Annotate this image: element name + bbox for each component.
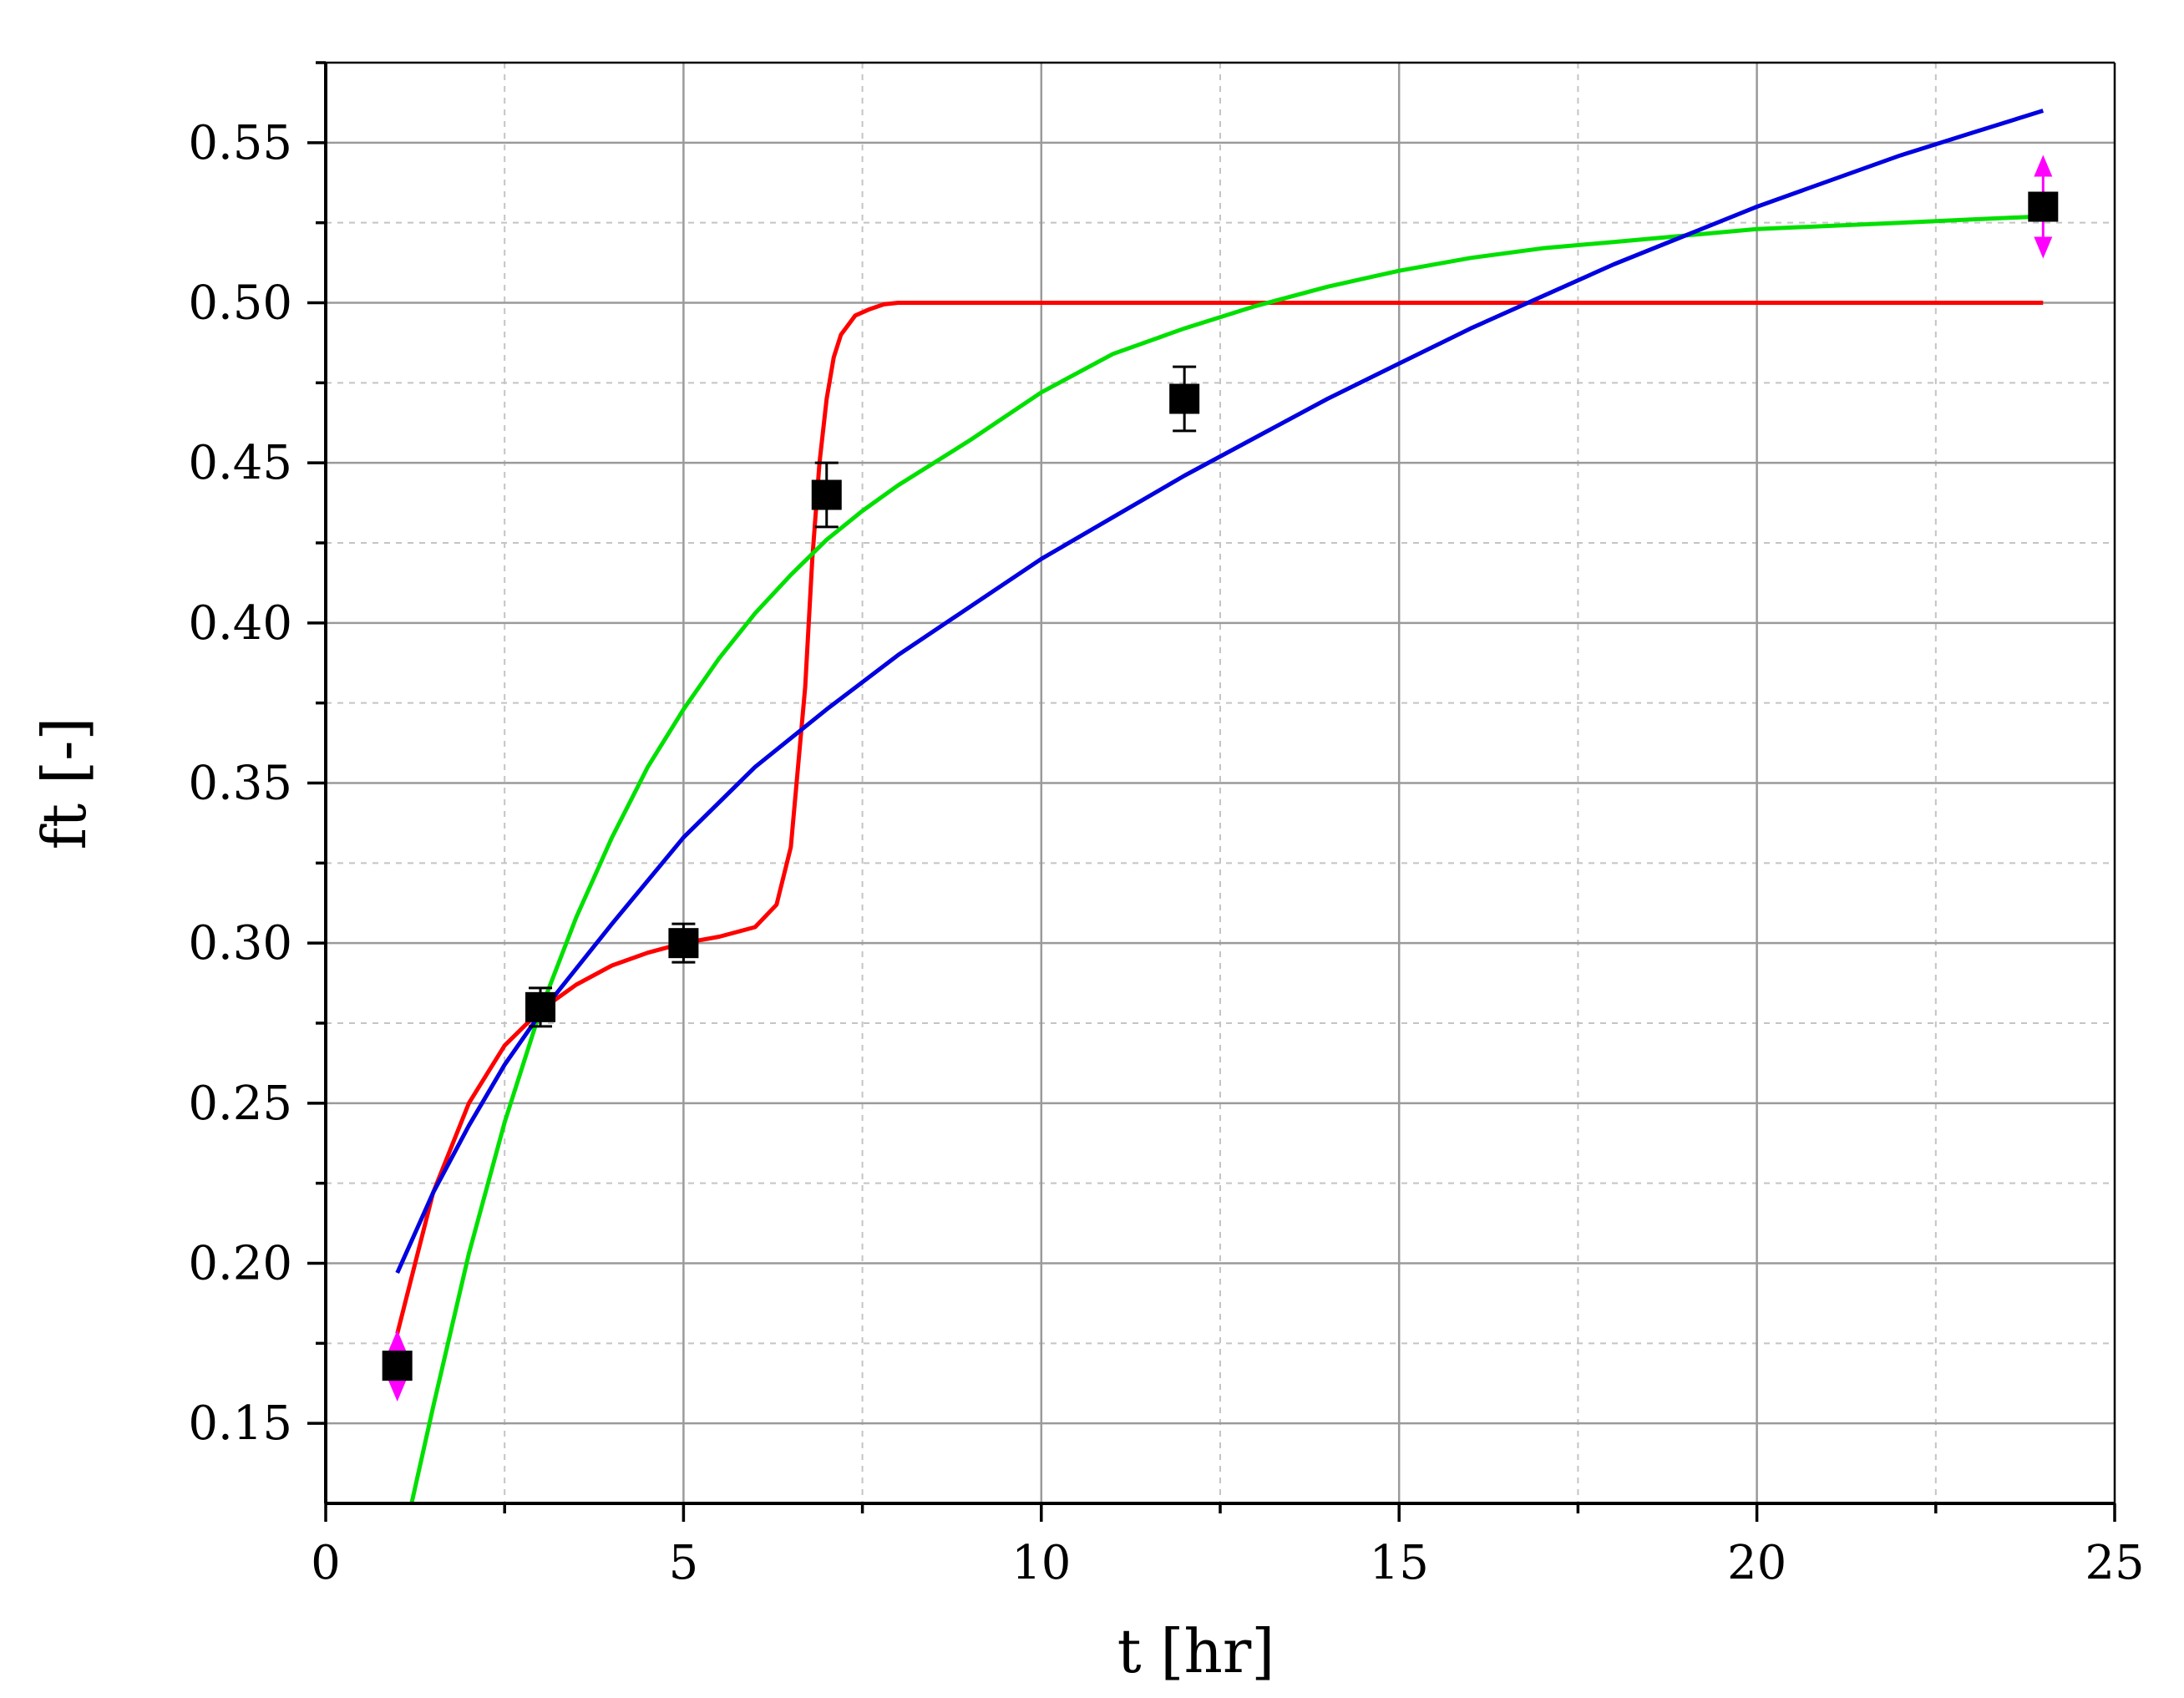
data-point xyxy=(382,1330,413,1401)
error-arrow-up xyxy=(388,1330,407,1352)
x-tick-label: 5 xyxy=(669,1536,699,1590)
axes: 0 5 10 15 20 25 0.15 0.20 0.25 0.30 0.35 0.40 0.45 0.… xyxy=(188,61,2145,1590)
data-point xyxy=(1169,365,1200,433)
x-tick-label: 10 xyxy=(1011,1536,1071,1590)
square-marker xyxy=(668,928,699,959)
y-tick-label: 0.15 xyxy=(188,1396,292,1451)
y-tick-label: 0.50 xyxy=(188,276,292,331)
data-point xyxy=(525,986,556,1028)
x-tick-label: 25 xyxy=(2085,1536,2144,1590)
error-arrow-down xyxy=(388,1380,407,1401)
data-point xyxy=(668,922,699,964)
error-arrow-up xyxy=(2034,155,2053,177)
fit-curve-2 xyxy=(409,214,2044,1504)
data-point xyxy=(811,461,842,529)
x-tick-label: 15 xyxy=(1370,1536,1429,1590)
y-tick-label: 0.30 xyxy=(188,916,292,971)
data-point xyxy=(2028,155,2059,259)
square-marker xyxy=(382,1351,413,1381)
x-tick-label: 20 xyxy=(1727,1536,1786,1590)
square-marker xyxy=(1169,383,1200,414)
fit-curve-1 xyxy=(395,301,2044,1335)
x-tick-label: 0 xyxy=(311,1536,341,1590)
y-axis-label: ft [-] xyxy=(29,717,99,850)
square-marker xyxy=(2028,191,2059,222)
x-axis-label: t [hr] xyxy=(1117,1616,1275,1686)
error-arrow-down xyxy=(2034,236,2053,259)
y-tick-label: 0.45 xyxy=(188,436,292,490)
y-tick-label: 0.25 xyxy=(188,1077,292,1131)
y-tick-label: 0.35 xyxy=(188,757,292,811)
y-tick-label: 0.55 xyxy=(188,116,292,170)
square-marker xyxy=(811,479,842,510)
points-layer xyxy=(382,155,2059,1401)
square-marker xyxy=(525,991,556,1022)
y-tick-label: 0.20 xyxy=(188,1237,292,1291)
y-tick-label: 0.40 xyxy=(188,596,292,651)
grid xyxy=(326,62,2115,1503)
